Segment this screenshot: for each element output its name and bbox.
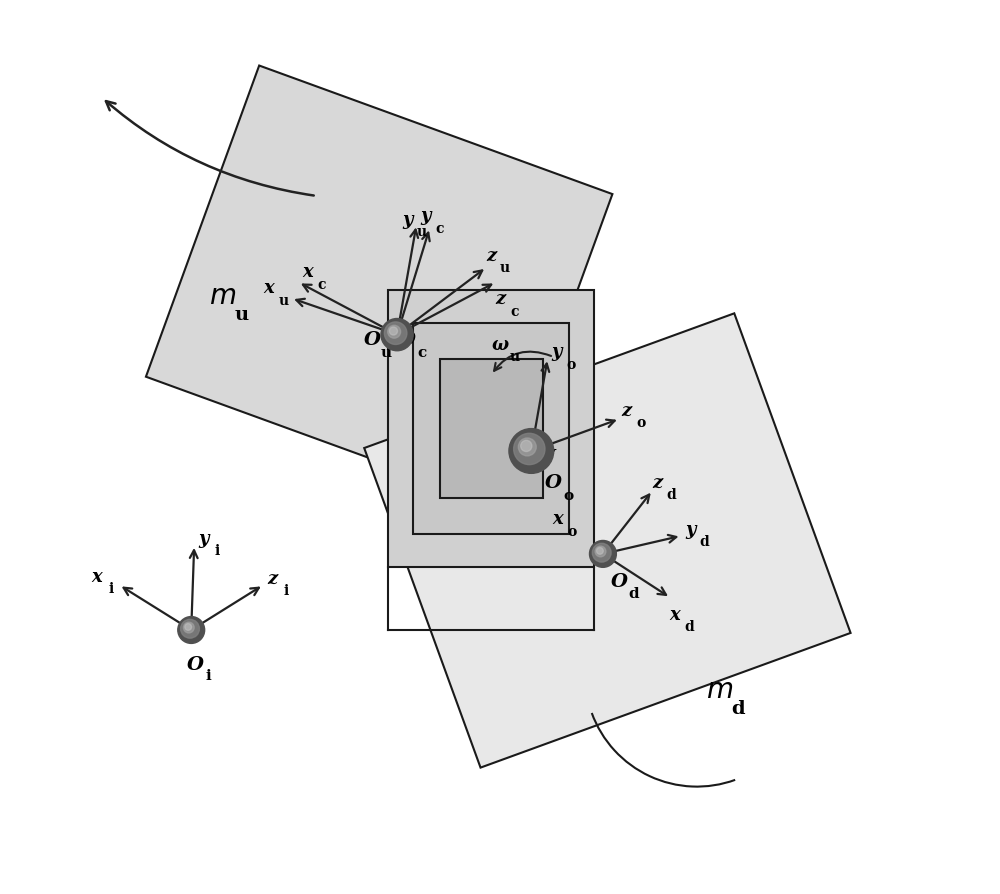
Circle shape <box>381 319 413 351</box>
Text: o: o <box>568 524 577 538</box>
Text: O: O <box>187 655 204 673</box>
Text: y: y <box>551 343 562 361</box>
Circle shape <box>597 548 603 554</box>
Text: z: z <box>652 473 662 491</box>
Circle shape <box>518 439 536 456</box>
Circle shape <box>592 544 611 562</box>
Text: u: u <box>500 261 510 275</box>
Circle shape <box>388 326 401 339</box>
Text: z: z <box>486 247 496 265</box>
Circle shape <box>521 441 532 452</box>
Circle shape <box>389 327 397 335</box>
Circle shape <box>509 429 554 474</box>
Circle shape <box>181 620 199 638</box>
Text: O: O <box>399 331 416 349</box>
Polygon shape <box>413 325 569 535</box>
Text: u: u <box>278 293 288 308</box>
Text: c: c <box>317 277 326 291</box>
Text: ω: ω <box>491 335 509 353</box>
Text: x: x <box>302 263 313 281</box>
Circle shape <box>384 323 407 345</box>
Text: d: d <box>700 535 710 549</box>
Text: d: d <box>684 620 694 634</box>
Text: y: y <box>402 210 413 229</box>
Text: $m$: $m$ <box>706 677 733 704</box>
Circle shape <box>178 617 205 644</box>
Text: y: y <box>420 207 431 225</box>
Circle shape <box>595 546 606 557</box>
Text: c: c <box>436 222 444 236</box>
Text: y: y <box>685 520 696 538</box>
Text: i: i <box>284 584 289 597</box>
Text: o: o <box>566 358 576 371</box>
Text: O: O <box>611 572 628 590</box>
Text: V: V <box>540 448 554 466</box>
Text: d: d <box>666 487 676 502</box>
Text: O: O <box>545 474 562 492</box>
Text: x: x <box>553 510 564 527</box>
Text: x: x <box>91 568 102 586</box>
Text: y: y <box>198 529 208 547</box>
Polygon shape <box>388 291 594 568</box>
Circle shape <box>514 434 545 465</box>
Text: O: O <box>364 331 381 349</box>
Text: i: i <box>108 582 114 595</box>
Text: z: z <box>495 290 505 308</box>
Text: c: c <box>418 345 427 359</box>
Text: z: z <box>267 569 277 587</box>
Text: i: i <box>215 544 220 558</box>
Text: i: i <box>205 668 211 682</box>
Text: d: d <box>628 586 639 601</box>
Polygon shape <box>146 66 612 506</box>
Text: o: o <box>563 488 573 502</box>
Circle shape <box>185 624 192 630</box>
Text: z: z <box>622 401 632 419</box>
Text: u: u <box>509 350 519 364</box>
Text: d: d <box>731 699 745 717</box>
Polygon shape <box>440 359 543 499</box>
Circle shape <box>183 622 194 633</box>
Text: x: x <box>264 279 274 297</box>
Text: $m$: $m$ <box>209 283 236 310</box>
Text: u: u <box>234 306 248 324</box>
Text: u: u <box>417 225 427 239</box>
Polygon shape <box>364 314 851 768</box>
Text: x: x <box>670 605 680 623</box>
Text: o: o <box>636 416 646 430</box>
Circle shape <box>590 541 616 568</box>
Text: u: u <box>381 345 392 359</box>
Text: c: c <box>510 304 519 318</box>
